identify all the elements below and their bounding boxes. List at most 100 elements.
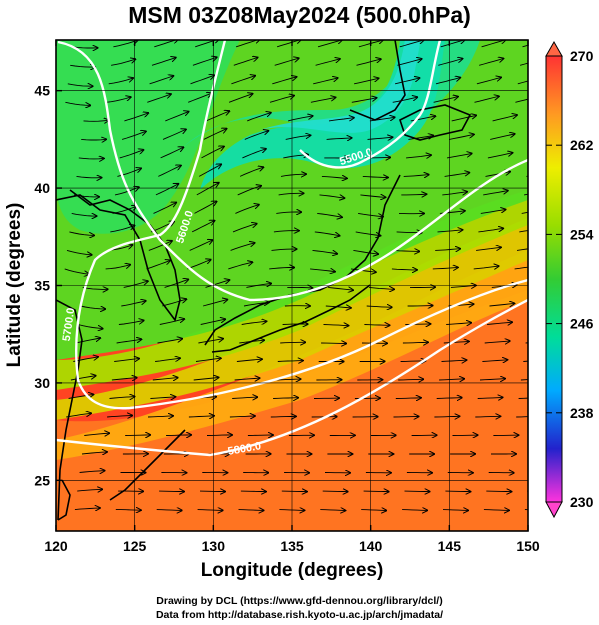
streamline [487, 322, 512, 324]
streamline [194, 202, 217, 214]
streamline [199, 491, 225, 492]
streamline [247, 113, 271, 122]
streamline [519, 230, 528, 233]
streamline [71, 212, 97, 216]
streamline [391, 269, 417, 270]
x-axis-title: Longitude (degrees) [201, 560, 384, 581]
streamline [156, 510, 182, 511]
streamline [198, 164, 221, 177]
streamline [64, 268, 89, 274]
streamline [285, 135, 311, 140]
streamline [328, 118, 354, 122]
streamline [520, 379, 528, 381]
coast-ryukyu [109, 429, 186, 501]
colorbar-tick-label: 246 [570, 316, 594, 332]
coast-china-east [56, 299, 83, 521]
streamline [314, 231, 340, 236]
streamline [394, 78, 419, 85]
credit-line-1: Drawing by DCL (https://www.gfd-dennou.o… [156, 595, 443, 607]
streamline [393, 417, 419, 418]
streamline [521, 211, 528, 214]
colorbar: 230 238 246 254 262 270 [545, 40, 594, 519]
streamline [317, 212, 342, 217]
streamline [325, 306, 351, 308]
streamline [83, 120, 109, 121]
streamline [477, 397, 503, 398]
streamline [367, 137, 393, 139]
streamline [483, 510, 509, 511]
streamline [479, 59, 503, 66]
streamline [354, 78, 378, 85]
streamline [190, 75, 215, 85]
streamline [82, 287, 108, 289]
streamline [402, 510, 427, 511]
streamline [516, 416, 528, 418]
streamline [230, 243, 255, 251]
streamline [233, 58, 258, 66]
streamline [356, 59, 381, 66]
y-tick-label: 30 [34, 375, 50, 391]
streamline [474, 96, 499, 103]
temperature-band [260, 40, 420, 133]
streamline [159, 319, 184, 325]
streamline [78, 158, 104, 159]
streamline [66, 249, 92, 254]
streamline [319, 195, 345, 198]
streamline [195, 358, 221, 362]
y-tick-label: 45 [34, 83, 50, 99]
streamline [364, 325, 389, 326]
streamline [310, 97, 336, 103]
streamline [482, 360, 507, 362]
streamline [449, 134, 474, 140]
y-axis-title: Latitude (degrees) [4, 203, 25, 368]
streamline [278, 193, 304, 195]
streamline [406, 155, 431, 158]
streamline [74, 508, 100, 510]
streamline [405, 324, 430, 325]
streamline [121, 131, 146, 140]
streamline [115, 510, 141, 511]
streamline [242, 149, 265, 159]
streamline [77, 489, 102, 491]
contour-5500 [299, 40, 442, 169]
coast-japan-south [211, 284, 371, 353]
streamline [272, 77, 296, 85]
streamline [232, 224, 257, 233]
streamline [489, 303, 515, 306]
streamline [188, 93, 211, 103]
contour-label: 5800.0 [227, 440, 262, 458]
streamline [478, 228, 503, 233]
streamline [232, 397, 257, 398]
streamline [240, 491, 266, 492]
coast-taiwan [57, 479, 71, 521]
streamline [164, 280, 189, 288]
x-tick-label: 135 [280, 538, 304, 554]
streamline [517, 80, 528, 85]
streamline [442, 510, 468, 511]
streamline [514, 266, 528, 270]
streamline [360, 195, 385, 197]
streamline [479, 379, 505, 380]
colorbar-tick-label: 254 [570, 226, 594, 242]
streamline [438, 59, 462, 66]
streamline [201, 147, 224, 159]
streamline [483, 191, 508, 196]
streamline [124, 113, 148, 122]
streamline [310, 269, 335, 272]
streamline [519, 62, 528, 66]
streamline [408, 136, 433, 140]
streamline [353, 249, 378, 254]
streamline [75, 338, 101, 344]
streamline [321, 343, 346, 344]
streamline [351, 98, 377, 103]
streamline [397, 59, 421, 66]
streamline [234, 378, 260, 380]
temperature-band [56, 250, 528, 460]
streamline [395, 398, 421, 399]
streamline [107, 416, 132, 418]
streamline [451, 115, 476, 122]
colorbar-tick-label: 270 [570, 48, 594, 64]
streamline [162, 299, 186, 307]
streamline [433, 97, 458, 103]
streamline [440, 40, 465, 48]
